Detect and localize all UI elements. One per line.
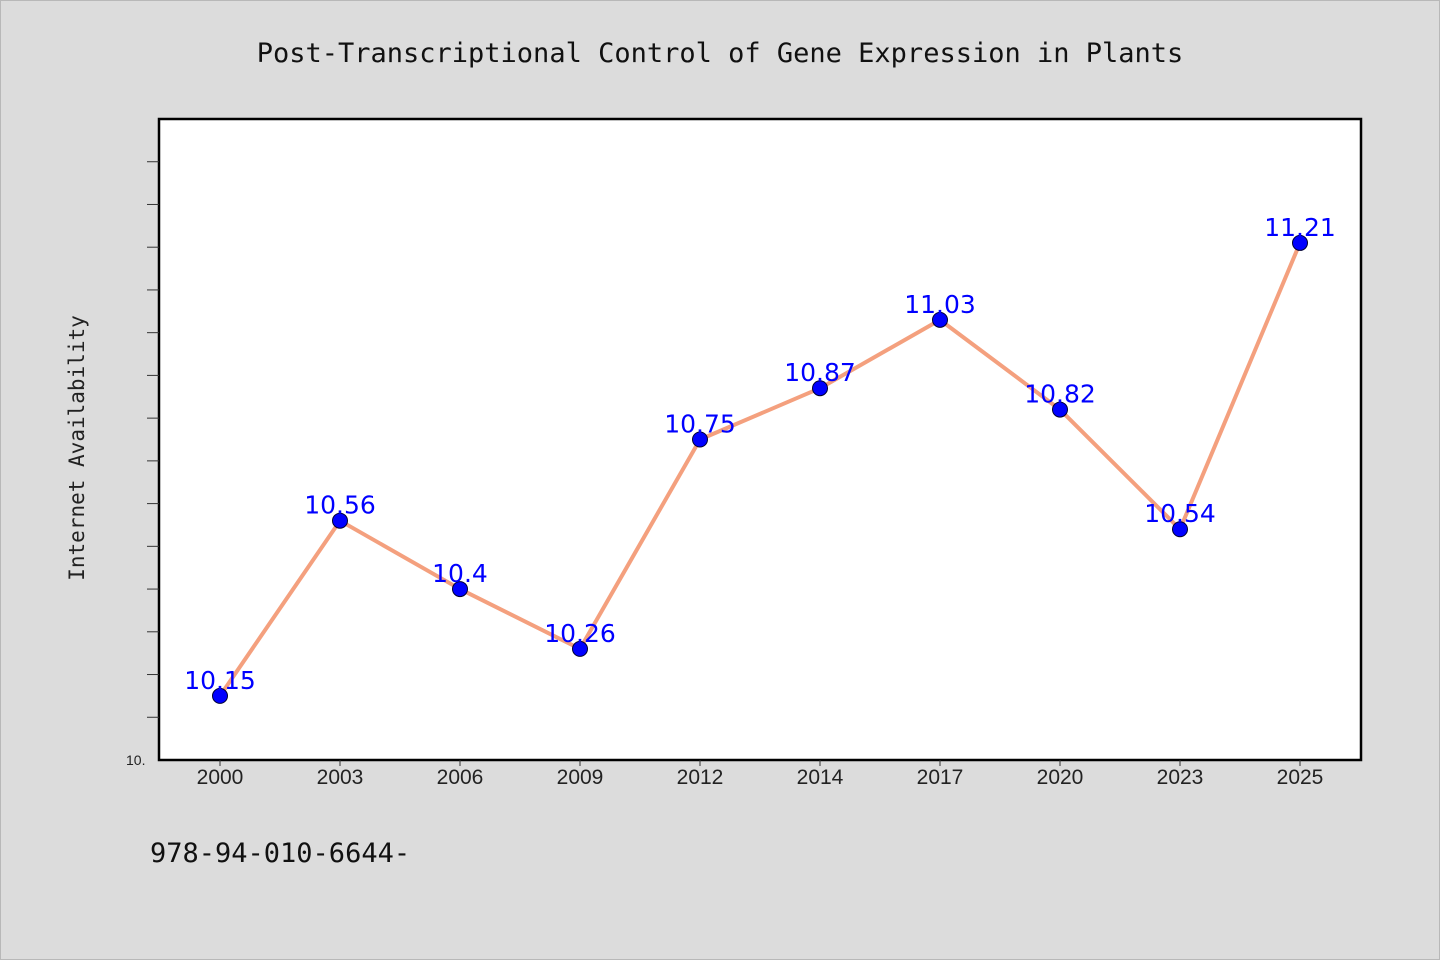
plot-area bbox=[157, 117, 1363, 762]
x-tick-label: 2017 bbox=[917, 766, 964, 789]
footer-isbn: 978-94-010-6644- bbox=[150, 838, 410, 869]
data-point bbox=[572, 640, 588, 657]
data-point bbox=[1292, 234, 1308, 251]
data-point bbox=[692, 431, 708, 448]
series-markers bbox=[212, 234, 1308, 704]
y-axis-label: Internet Availability bbox=[65, 315, 89, 581]
data-label: 10.54 bbox=[1144, 499, 1216, 528]
x-tick-label: 2020 bbox=[1037, 766, 1084, 789]
data-point bbox=[332, 512, 348, 529]
y-axis-ticks bbox=[147, 161, 159, 718]
x-tick-label: 2000 bbox=[197, 766, 244, 789]
data-labels: 10.15 10.56 10.4 10.26 10.75 10.87 11.03 10.82 1… bbox=[184, 213, 1336, 695]
x-tick-label: 2025 bbox=[1277, 766, 1324, 789]
data-point bbox=[452, 581, 468, 598]
data-point bbox=[812, 380, 828, 397]
x-tick-label: 2012 bbox=[677, 766, 724, 789]
x-axis-ticks: 2000 2003 2006 2009 2012 2014 2017 2020 2023 2025 bbox=[197, 760, 1324, 789]
data-point bbox=[1172, 521, 1188, 538]
x-tick-label: 2003 bbox=[317, 766, 364, 789]
data-point bbox=[932, 311, 948, 328]
x-tick-label: 2009 bbox=[557, 766, 604, 789]
x-tick-label: 2023 bbox=[1157, 766, 1204, 789]
series-line-group bbox=[218, 242, 1302, 698]
x-tick-label: 2006 bbox=[437, 766, 484, 789]
data-label: 10.87 bbox=[784, 358, 856, 387]
series-line bbox=[218, 242, 1302, 698]
x-tick-label: 2014 bbox=[797, 766, 844, 789]
data-label: 10.56 bbox=[304, 491, 376, 520]
data-point bbox=[212, 687, 228, 704]
data-label: 10.15 bbox=[184, 666, 256, 695]
y-tick-label: 10. bbox=[126, 752, 145, 768]
data-label: 11.03 bbox=[904, 290, 976, 319]
data-point bbox=[1052, 401, 1068, 418]
chart-title: Post-Transcriptional Control of Gene Exp… bbox=[257, 38, 1184, 69]
data-label: 11.21 bbox=[1264, 213, 1336, 242]
data-label: 10.75 bbox=[664, 410, 736, 439]
data-label: 10.82 bbox=[1024, 380, 1096, 409]
data-label: 10.4 bbox=[432, 559, 488, 588]
data-label: 10.26 bbox=[544, 619, 616, 648]
